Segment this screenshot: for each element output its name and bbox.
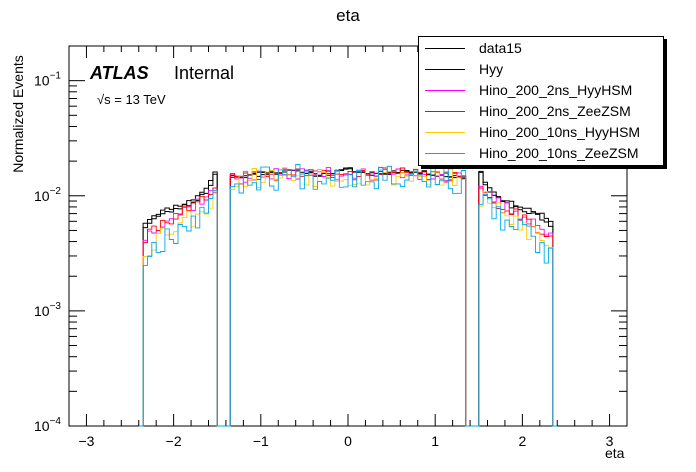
legend-entry: Hino_200_2ns_HyyHSM [419, 81, 663, 101]
legend-label: Hino_200_10ns_HyyHSM [479, 124, 641, 140]
legend-swatch [425, 153, 465, 154]
series-data15 [138, 167, 558, 427]
legend-label: Hino_200_10ns_ZeeZSM [479, 145, 639, 161]
legend-swatch [425, 48, 465, 49]
legend-label: data15 [479, 40, 522, 56]
x-axis-label: eta [605, 445, 625, 461]
axes-layer: −3 −2 −1 0 1 2 3 10−4 10−3 10−2 10−1 [34, 45, 628, 449]
y-tick-label: 10−4 [34, 416, 61, 434]
legend-swatch [425, 111, 465, 112]
chart-title: eta [336, 6, 360, 25]
x-tick-label: 2 [518, 433, 526, 449]
x-tick-label: −1 [253, 433, 269, 449]
legend-swatch [425, 90, 465, 91]
series-Hino_200_2ns_ZeeZSM [138, 167, 558, 427]
x-tick-label: 3 [606, 433, 614, 449]
series-Hino_200_2ns_HyyHSM [138, 166, 558, 427]
energy-label: √s = 13 TeV [97, 92, 166, 107]
x-tick-label: −3 [78, 433, 94, 449]
x-tick-label: 0 [344, 433, 352, 449]
legend-entry: Hino_200_2ns_ZeeZSM [419, 102, 663, 122]
x-tick-label: 1 [431, 433, 439, 449]
legend-entry: Hyy [419, 60, 663, 80]
y-tick-label: 10−1 [34, 71, 61, 89]
series-Hyy [138, 167, 558, 427]
legend-label: Hyy [479, 61, 504, 77]
internal-label: Internal [174, 63, 235, 83]
y-tick-label: 10−3 [34, 301, 61, 319]
series-Hino_200_10ns_ZeeZSM [138, 164, 558, 427]
legend-entry: data15 [419, 39, 663, 59]
y-tick-label: 10−2 [34, 186, 61, 204]
legend-entry: Hino_200_10ns_HyyHSM [419, 123, 663, 143]
y-axis-label: Normalized Events [10, 55, 26, 173]
histogram-series-layer [138, 164, 558, 427]
legend-swatch [425, 132, 465, 133]
x-tick-label: −2 [166, 433, 182, 449]
legend: data15 Hyy Hino_200_2ns_HyyHSM Hino_200_… [418, 36, 664, 166]
legend-label: Hino_200_2ns_HyyHSM [479, 82, 633, 98]
legend-swatch [425, 69, 465, 70]
series-Hino_200_10ns_HyyHSM [138, 165, 558, 427]
legend-entry: Hino_200_10ns_ZeeZSM [419, 144, 663, 164]
atlas-label: ATLAS [90, 63, 149, 83]
legend-label: Hino_200_2ns_ZeeZSM [479, 103, 631, 119]
